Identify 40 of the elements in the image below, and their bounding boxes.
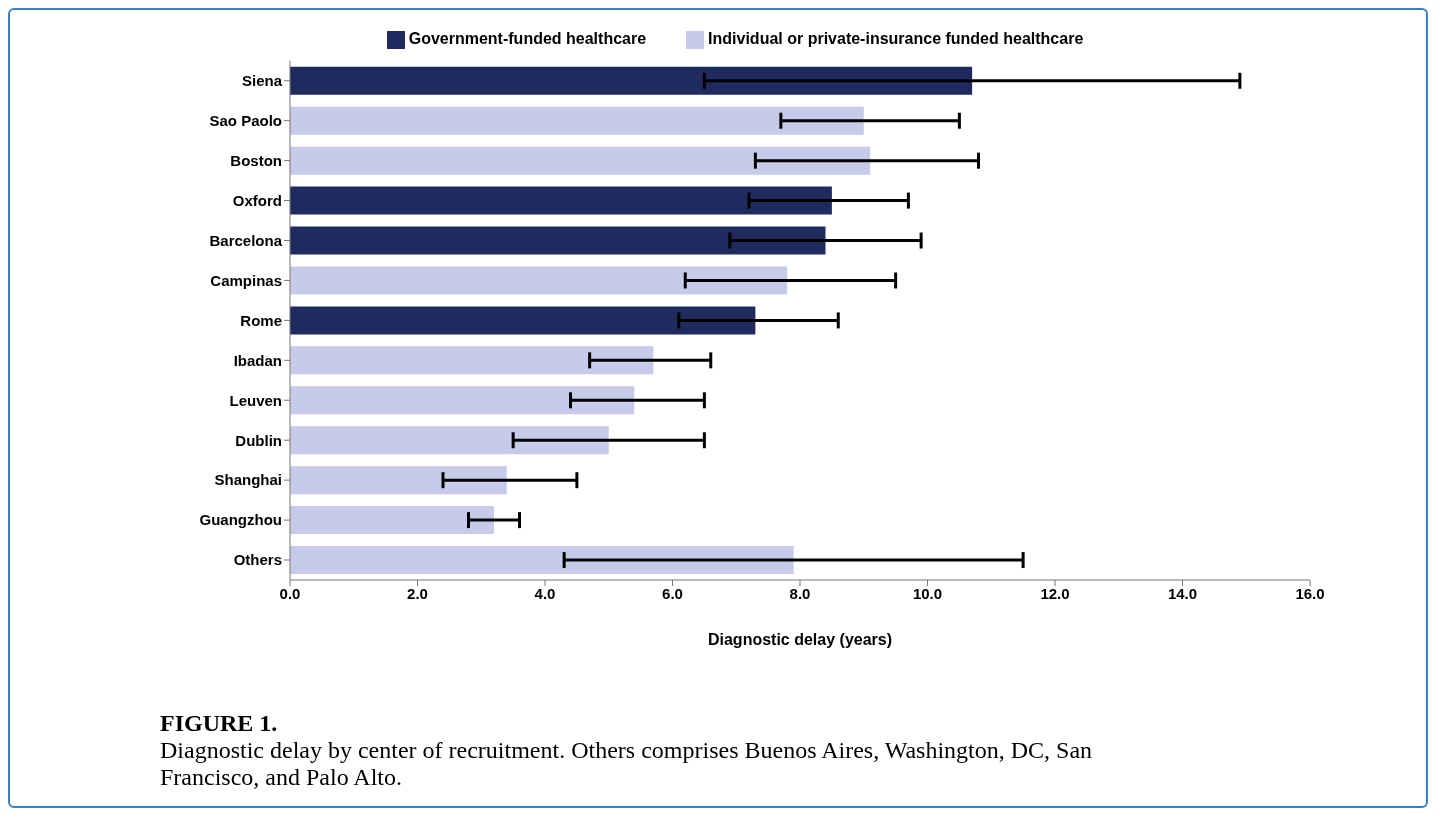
y-tick-label: Dublin [235, 431, 282, 449]
x-tick-label: 2.0 [407, 584, 428, 602]
bar [290, 66, 973, 95]
x-tick-label: 6.0 [662, 584, 683, 602]
bar [290, 346, 654, 375]
y-tick-label: Leuven [229, 391, 282, 409]
bar [290, 546, 794, 575]
bar [290, 506, 494, 535]
bar [290, 226, 826, 255]
x-tick-label: 0.0 [279, 584, 301, 602]
bar [290, 386, 635, 415]
x-tick-label: 10.0 [912, 584, 943, 602]
y-tick-label: Boston [230, 151, 282, 169]
y-tick-label: Guangzhou [199, 511, 282, 529]
legend-label: Individual or private-insurance funded healthcare [708, 30, 1084, 47]
bar [290, 266, 788, 295]
x-tick-label: 14.0 [1167, 584, 1198, 602]
y-tick-label: Barcelona [209, 231, 283, 249]
bar [290, 306, 756, 335]
x-tick-label: 8.0 [789, 584, 811, 602]
y-tick-label: Siena [241, 72, 283, 90]
x-tick-label: 12.0 [1040, 584, 1070, 602]
x-tick-label: 16.0 [1295, 584, 1325, 602]
y-tick-label: Rome [240, 311, 282, 329]
bar [290, 426, 609, 455]
text: Diagnostic delay by center of recruitment. Others comprises Buenos Aires, Washington, DC, San Francisco, and Palo Alto. [160, 737, 1094, 791]
y-tick-label: Ibadan [233, 351, 282, 369]
y-tick-label: Others [233, 551, 282, 569]
bar [290, 466, 507, 495]
bar [290, 106, 864, 135]
x-tick-label: 4.0 [534, 584, 556, 602]
y-tick-label: Oxford [232, 191, 282, 209]
bar [290, 186, 832, 215]
y-tick-label: Sao Paolo [209, 112, 282, 129]
x-axis-title: Diagnostic delay (years) [707, 631, 893, 648]
caption: FIGURE 1. [160, 710, 279, 737]
legend-label: Government-funded healthcare [408, 30, 647, 47]
y-tick-label: Campinas [210, 271, 282, 289]
y-tick-label: Shanghai [214, 471, 282, 489]
bar [290, 146, 871, 175]
